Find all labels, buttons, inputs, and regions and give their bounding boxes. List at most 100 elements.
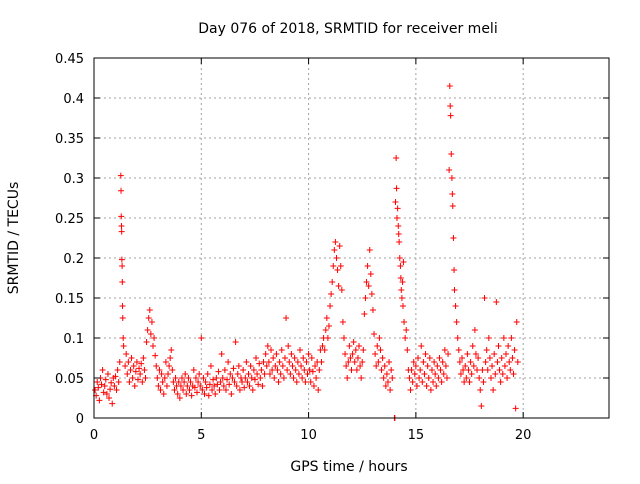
data-point <box>400 303 406 309</box>
data-point <box>513 319 520 325</box>
data-point <box>96 397 103 404</box>
data-point <box>100 389 107 396</box>
data-point <box>183 391 190 397</box>
data-point <box>272 363 279 369</box>
data-point <box>392 199 399 205</box>
data-point <box>393 155 400 161</box>
data-point <box>134 376 141 383</box>
data-point <box>227 371 234 377</box>
data-point <box>251 376 258 383</box>
data-point <box>285 343 292 349</box>
data-point <box>485 335 492 341</box>
data-point <box>501 363 508 369</box>
data-point <box>436 355 443 361</box>
y-tick-label: 0.3 <box>63 172 84 187</box>
data-point <box>255 381 262 388</box>
data-point <box>356 343 363 349</box>
data-point <box>116 359 123 365</box>
data-point <box>431 359 438 365</box>
data-point <box>388 367 395 373</box>
data-point <box>157 387 164 393</box>
data-point <box>231 379 238 385</box>
data-point <box>236 387 243 393</box>
data-point <box>300 355 307 361</box>
data-point <box>262 351 269 357</box>
data-point <box>381 363 388 369</box>
data-point <box>354 355 361 361</box>
data-point <box>118 228 125 235</box>
x-tick-label: 15 <box>408 428 425 443</box>
data-point <box>109 400 116 407</box>
data-point <box>396 255 403 261</box>
data-point <box>489 363 496 369</box>
data-point <box>295 371 302 377</box>
data-point <box>482 359 489 365</box>
data-point <box>99 367 106 373</box>
data-point <box>210 376 217 383</box>
data-point <box>422 351 429 357</box>
data-point <box>389 375 396 381</box>
data-point <box>447 112 454 119</box>
data-point <box>276 359 283 365</box>
data-point <box>194 389 200 396</box>
data-point <box>426 355 433 361</box>
data-point <box>423 383 430 389</box>
data-point <box>163 383 170 389</box>
data-point <box>174 391 181 397</box>
data-point <box>112 373 119 380</box>
data-point <box>397 275 404 281</box>
data-point <box>512 405 519 412</box>
data-point <box>165 371 172 377</box>
data-point <box>439 359 446 365</box>
data-point <box>131 383 138 389</box>
y-tick-label: 0.4 <box>63 92 84 107</box>
data-point <box>464 351 471 357</box>
data-point <box>416 375 423 381</box>
grid-layer <box>94 58 609 418</box>
data-point <box>437 367 444 373</box>
data-point <box>378 367 385 373</box>
data-point <box>120 335 127 341</box>
data-point <box>152 352 159 359</box>
y-axis-label: SRMTID / TECUs <box>6 182 22 295</box>
data-point <box>345 359 352 365</box>
data-point <box>302 379 309 385</box>
data-point <box>331 247 338 253</box>
data-point <box>304 371 311 377</box>
chart-title: Day 076 of 2018, SRMTID for receiver mel… <box>198 21 497 37</box>
data-point <box>452 303 459 309</box>
data-point <box>410 359 417 365</box>
data-point <box>448 175 455 181</box>
data-point <box>365 283 372 289</box>
data-point <box>118 256 125 263</box>
data-point <box>101 383 108 389</box>
data-point <box>415 355 422 361</box>
data-point <box>403 327 410 333</box>
data-point <box>171 387 178 393</box>
data-point <box>487 375 494 381</box>
data-point <box>206 381 213 388</box>
data-point <box>498 355 505 361</box>
data-point <box>113 387 120 393</box>
data-point <box>150 343 157 349</box>
data-point <box>406 375 413 381</box>
y-tick-label: 0.05 <box>55 372 84 387</box>
data-point <box>108 379 115 386</box>
data-point <box>293 379 300 385</box>
data-point <box>148 319 155 325</box>
data-point <box>260 359 267 365</box>
data-point <box>139 379 146 385</box>
data-point <box>339 319 346 325</box>
data-point <box>432 371 439 377</box>
data-point <box>401 319 408 325</box>
data-point <box>258 367 265 373</box>
data-point <box>102 376 109 383</box>
data-point <box>361 311 368 317</box>
data-point <box>283 315 290 321</box>
data-point <box>117 172 124 179</box>
data-point <box>245 371 252 377</box>
data-point <box>92 387 99 393</box>
data-point <box>359 359 366 365</box>
data-point <box>234 371 241 377</box>
data-point <box>364 263 371 269</box>
